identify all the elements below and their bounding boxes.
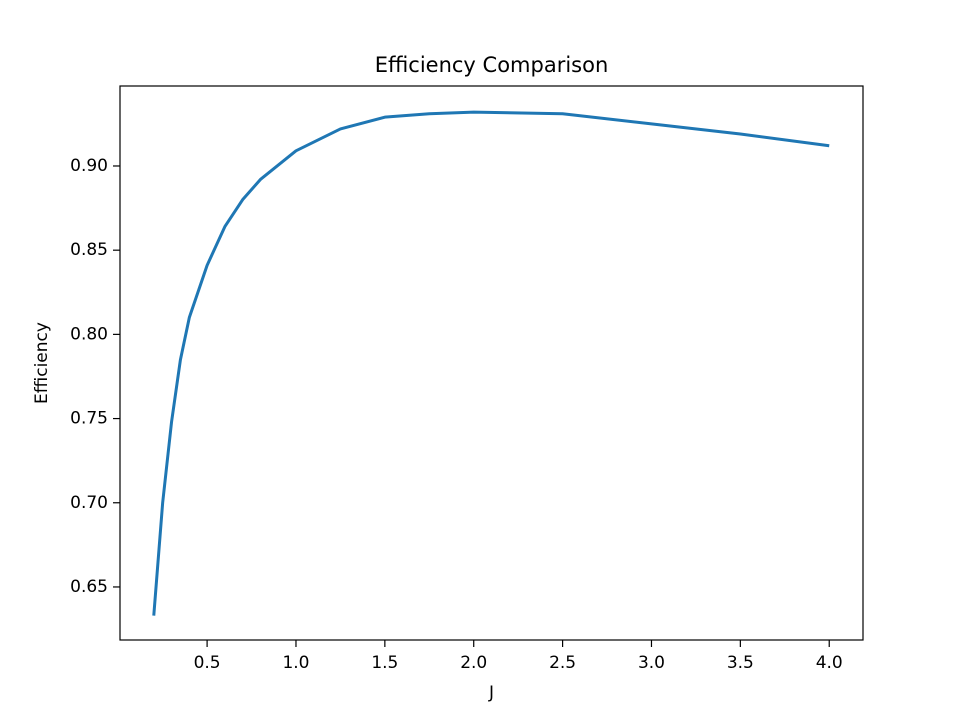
x-tick-label: 3.0 (638, 653, 665, 673)
x-tick-label: 3.5 (727, 653, 754, 673)
x-tick-label: 2.5 (549, 653, 576, 673)
x-tick-label: 1.0 (282, 653, 309, 673)
y-tick-label: 0.80 (70, 324, 108, 344)
x-tick-label: 1.5 (371, 653, 398, 673)
x-axis-label: J (488, 683, 494, 703)
y-axis-label: Efficiency (32, 322, 52, 404)
y-tick-label: 0.85 (70, 240, 108, 260)
chart-title: Efficiency Comparison (375, 53, 609, 77)
x-tick-label: 0.5 (194, 653, 221, 673)
y-tick-label: 0.75 (70, 409, 108, 429)
line (152, 110, 830, 616)
y-tick-label: 0.90 (70, 156, 108, 176)
y-tick-label: 0.70 (70, 493, 108, 513)
x-tick-label: 4.0 (816, 653, 843, 673)
y-tick-label: 0.65 (70, 577, 108, 597)
x-tick-label: 2.0 (460, 653, 487, 673)
plot-frame (119, 85, 864, 641)
